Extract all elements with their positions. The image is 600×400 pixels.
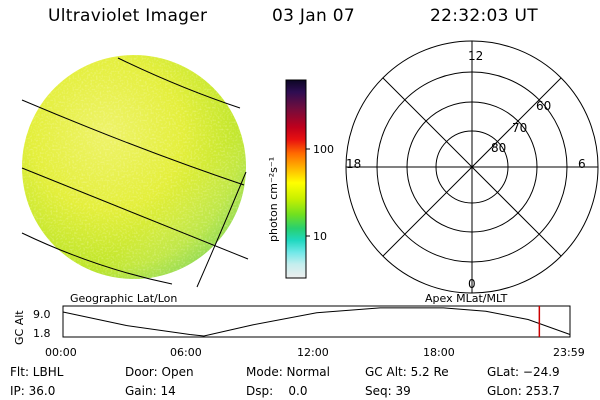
altitude-axis-label: GC Alt <box>13 310 26 345</box>
status-seq: Seq: 39 <box>365 384 411 398</box>
mlt-label-0: 0 <box>468 277 476 291</box>
apex-label: Apex MLat/MLT <box>425 292 508 305</box>
time-tick: 18:00 <box>423 346 455 359</box>
alt-tick-high: 9.0 <box>33 308 51 321</box>
latitude-line <box>117 57 241 109</box>
status-glon: GLon: 253.7 <box>487 384 560 398</box>
status-filter: Flt: LBHL <box>10 365 64 379</box>
status-dsp: Dsp: 0.0 <box>246 384 308 398</box>
mlt-label-12: 12 <box>468 49 483 63</box>
time-tick: 06:00 <box>170 346 202 359</box>
status-gc-alt: GC Alt: 5.2 Re <box>365 365 449 379</box>
colorbar-unit-label: photon cm⁻²s⁻¹ <box>267 157 280 242</box>
geographic-label: Geographic Lat/Lon <box>70 292 178 305</box>
mlat-label-60: 60 <box>536 99 551 113</box>
time-tick: 00:00 <box>45 346 77 359</box>
latitude-line <box>21 99 245 186</box>
colorbar-tick-100: 100 <box>313 143 334 156</box>
alt-tick-low: 1.8 <box>33 327 51 340</box>
instrument-title: Ultraviolet Imager <box>48 6 208 26</box>
status-door: Door: Open <box>125 365 194 379</box>
observation-date: 03 Jan 07 <box>272 6 355 26</box>
mlt-label-18: 18 <box>346 157 361 171</box>
observation-time: 22:32:03 UT <box>430 6 538 26</box>
status-ip: IP: 36.0 <box>10 384 56 398</box>
colorbar-tick-10: 10 <box>313 230 327 243</box>
latitude-line <box>21 167 249 260</box>
polar-diagonal <box>382 77 562 257</box>
status-mode: Mode: Normal <box>246 365 330 379</box>
altitude-plot-frame <box>62 305 571 338</box>
time-tick: 12:00 <box>297 346 329 359</box>
mlat-label-70: 70 <box>512 121 527 135</box>
mlat-label-80: 80 <box>491 141 506 155</box>
latitude-line <box>21 232 173 285</box>
colorbar-scale <box>285 79 307 279</box>
time-tick: 23:59 <box>553 346 585 359</box>
status-gain: Gain: 14 <box>125 384 176 398</box>
status-glat: GLat: −24.9 <box>487 365 560 379</box>
longitude-line <box>196 171 247 288</box>
altitude-series-line <box>62 307 571 337</box>
mlt-label-6: 6 <box>578 157 586 171</box>
